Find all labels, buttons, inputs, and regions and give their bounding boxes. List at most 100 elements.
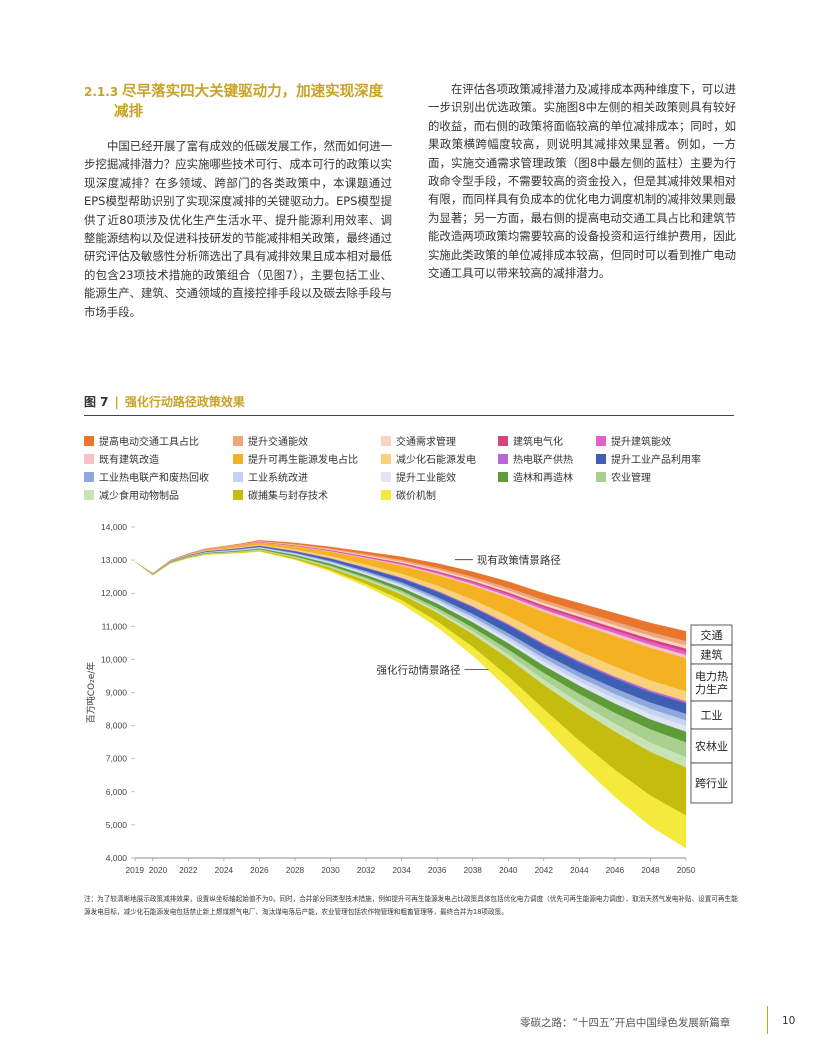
legend-swatch <box>233 454 243 464</box>
y-axis-label: 百万吨CO₂e/年 <box>85 662 97 724</box>
legend-item: 造林和再造林 <box>498 472 573 485</box>
legend-swatch <box>381 490 391 500</box>
legend-swatch <box>84 454 94 464</box>
legend-swatch <box>233 490 243 500</box>
x-tick-label: 2034 <box>392 865 411 875</box>
legend-swatch <box>498 472 508 482</box>
legend-item: 提升工业产品利用率 <box>596 454 701 467</box>
legend-label: 提升工业产品利用率 <box>611 455 701 466</box>
x-tick-label: 2020 <box>149 865 168 875</box>
sector-label: 力生产 <box>695 682 728 696</box>
legend-label: 减少食用动物制品 <box>99 491 179 502</box>
sector-box <box>690 762 733 804</box>
legend-item: 提升可再生能源发电占比 <box>233 454 358 467</box>
legend-label: 造林和再造林 <box>513 473 573 484</box>
legend-label: 工业热电联产和废热回收 <box>99 473 209 484</box>
legend-swatch <box>84 472 94 482</box>
x-tick-label: 2026 <box>250 865 269 875</box>
legend-label: 碳捕集与封存技术 <box>248 491 328 502</box>
section-title-line2: 减排 <box>114 104 143 120</box>
x-tick-label: 2030 <box>321 865 340 875</box>
legend-item: 提升建筑能效 <box>596 436 671 449</box>
y-tick-label: 12,000 <box>101 588 127 598</box>
footer-title: 零碳之路：“十四五”开启中国绿色发展新篇章 <box>520 1017 731 1029</box>
figure-note: 注：为了较清晰地展示政策减排效果，设置纵坐标轴起始值不为0。同时，合并部分同类型… <box>84 895 738 916</box>
figure-separator: | <box>114 395 119 409</box>
legend-label: 减少化石能源发电 <box>396 455 476 466</box>
legend-label: 提升工业能效 <box>396 473 456 484</box>
legend-label: 热电联产供热 <box>513 455 573 466</box>
y-tick-label: 6,000 <box>106 787 128 797</box>
legend-item: 提升工业能效 <box>381 472 456 485</box>
x-tick-label: 2038 <box>463 865 482 875</box>
legend-swatch <box>381 454 391 464</box>
legend-swatch <box>596 454 606 464</box>
legend-label: 提升可再生能源发电占比 <box>248 455 358 466</box>
legend-label: 建筑电气化 <box>513 437 563 448</box>
legend-swatch <box>381 436 391 446</box>
figure-caption: 强化行动路径政策效果 <box>124 395 245 409</box>
sector-label: 交通 <box>701 628 723 642</box>
right-paragraph: 在评估各项政策减排潜力及减排成本两种维度下，可以进一步识别出优选政策。实施图8中… <box>428 82 736 281</box>
y-tick-label: 9,000 <box>106 688 128 698</box>
legend-label: 既有建筑改造 <box>99 455 159 466</box>
legend-item: 碳捕集与封存技术 <box>233 490 328 503</box>
legend-swatch <box>233 436 243 446</box>
section-heading: 2.1.3 尽早落实四大关键驱动力，加速实现深度 减排 <box>84 82 404 122</box>
x-tick-label: 2028 <box>286 865 305 875</box>
legend-swatch <box>84 490 94 500</box>
x-tick-label: 2042 <box>535 865 554 875</box>
legend-item: 热电联产供热 <box>498 454 573 467</box>
x-tick-label: 2044 <box>570 865 589 875</box>
figure-rule <box>84 415 734 416</box>
legend-swatch <box>498 436 508 446</box>
sector-label: 电力热 <box>695 670 728 683</box>
y-tick-label: 8,000 <box>106 721 128 731</box>
sector-label: 工业 <box>701 709 723 722</box>
x-tick-label: 2022 <box>179 865 198 875</box>
x-tick-label: 2046 <box>606 865 625 875</box>
y-tick-label: 7,000 <box>106 754 128 764</box>
sector-label: 建筑 <box>701 648 723 662</box>
legend-swatch <box>596 436 606 446</box>
legend-item: 减少化石能源发电 <box>381 454 476 467</box>
figure-title: 图 7 | 强化行动路径政策效果 <box>84 393 734 410</box>
legend-item: 减少食用动物制品 <box>84 490 179 503</box>
legend-item: 交通需求管理 <box>381 436 456 449</box>
legend-item: 工业热电联产和废热回收 <box>84 472 209 485</box>
y-tick-label: 14,000 <box>101 522 127 532</box>
legend-label: 碳价机制 <box>396 491 436 502</box>
annotation-label: 强化行动情景路径 <box>376 663 460 676</box>
x-tick-label: 2040 <box>499 865 518 875</box>
y-tick-label: 4,000 <box>106 853 128 863</box>
x-tick-label: 2024 <box>215 865 234 875</box>
legend-item: 农业管理 <box>596 472 651 485</box>
x-tick-label: 2019 <box>126 865 145 875</box>
figure-label: 图 7 <box>84 395 109 409</box>
legend-swatch <box>84 436 94 446</box>
sector-box <box>690 663 733 702</box>
legend-item: 碳价机制 <box>381 490 436 503</box>
legend-label: 工业系统改进 <box>248 473 308 484</box>
legend-item: 建筑电气化 <box>498 436 563 449</box>
y-tick-label: 11,000 <box>102 621 128 631</box>
x-tick-label: 2036 <box>428 865 447 875</box>
sector-label: 农林业 <box>695 739 728 753</box>
legend-label: 交通需求管理 <box>396 437 456 448</box>
section-title-line1: 尽早落实四大关键驱动力，加速实现深度 <box>122 84 384 100</box>
sector-label: 跨行业 <box>695 777 728 790</box>
left-paragraph: 中国已经开展了富有成效的低碳发展工作，然而如何进一步挖掘减排潜力？应实施哪些技术… <box>84 139 392 319</box>
x-tick-label: 2032 <box>357 865 376 875</box>
y-tick-label: 5,000 <box>106 820 128 830</box>
legend-item: 工业系统改进 <box>233 472 308 485</box>
legend-swatch <box>596 472 606 482</box>
annotation-label: 现有政策情景路径 <box>477 554 561 567</box>
legend-label: 提高电动交通工具占比 <box>99 437 199 448</box>
legend-swatch <box>233 472 243 482</box>
x-tick-label: 2050 <box>677 865 696 875</box>
legend-item: 既有建筑改造 <box>84 454 159 467</box>
legend-label: 农业管理 <box>611 473 651 484</box>
legend-item: 提升交通能效 <box>233 436 308 449</box>
page-number: 10 <box>782 1015 796 1027</box>
